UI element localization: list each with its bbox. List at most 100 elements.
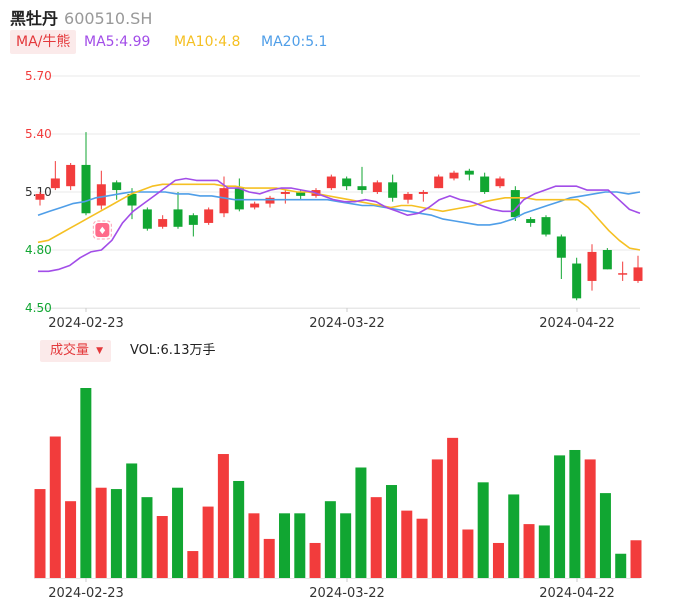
stock-code: 600510.SH — [64, 9, 153, 28]
dropdown-arrow-icon: ▼ — [96, 346, 104, 356]
candle-body — [50, 178, 60, 189]
candle — [618, 261, 628, 281]
candle-body — [326, 176, 336, 189]
candle — [418, 190, 428, 202]
marker-glyph: ♦ — [98, 226, 107, 237]
candle — [158, 215, 168, 229]
candle-body — [418, 192, 428, 194]
volume-bar — [233, 480, 245, 578]
candle-body — [219, 188, 229, 214]
volume-bar — [309, 542, 321, 578]
volume-bar — [202, 506, 214, 578]
volume-bar — [401, 510, 413, 578]
candle-body — [357, 186, 367, 191]
volume-bar — [431, 459, 443, 578]
candle-body — [265, 197, 275, 204]
candle — [250, 201, 260, 210]
volume-bar — [416, 518, 428, 578]
candle — [142, 207, 152, 231]
candle-body — [541, 217, 551, 235]
candle-body — [142, 209, 152, 229]
volume-bar — [615, 553, 627, 578]
y-tick-label: 5.40 — [25, 127, 52, 141]
volume-bar — [492, 542, 504, 578]
volume-bars — [34, 388, 642, 578]
candle — [372, 180, 382, 194]
candle-body — [388, 182, 398, 198]
candle-body — [188, 215, 198, 225]
volume-bar — [477, 482, 489, 578]
candle-body — [35, 193, 45, 200]
candle-body — [633, 267, 643, 281]
candle — [572, 257, 582, 301]
candlestick-series — [35, 132, 643, 301]
candle — [219, 176, 229, 218]
volume-bar — [523, 524, 535, 578]
volume-date-axis: 2024-02-23 2024-03-22 2024-04-22 — [34, 578, 640, 601]
candle-body — [572, 263, 582, 299]
volume-bar — [340, 513, 352, 578]
candle — [587, 244, 597, 291]
volume-bar — [508, 494, 520, 578]
candle-body — [250, 203, 260, 208]
y-tick-label: 4.50 — [25, 301, 52, 315]
bull-market-marker[interactable]: ♦ — [92, 220, 112, 240]
volume-bar — [294, 513, 306, 578]
volume-bar — [462, 529, 474, 578]
candle — [388, 174, 398, 202]
candle-body — [587, 251, 597, 281]
candle — [541, 215, 551, 237]
x-tick-label: 2024-02-23 — [48, 586, 124, 601]
candle — [510, 186, 520, 221]
volume-value: VOL:6.13万手 — [130, 343, 216, 358]
candle-body — [495, 178, 505, 187]
volume-bar — [141, 497, 153, 578]
ma5-label: MA5:4.99 — [84, 34, 151, 50]
x-tick-label: 2024-03-22 — [309, 586, 385, 601]
candle-body — [158, 219, 168, 227]
volume-bar — [370, 497, 382, 578]
candle-body — [204, 209, 214, 223]
candle — [556, 234, 566, 279]
volume-bar — [217, 454, 229, 578]
candle — [464, 168, 474, 181]
ma10-label: MA10:4.8 — [174, 34, 241, 50]
candle — [602, 248, 612, 270]
candle-body — [464, 170, 474, 175]
candle-body — [66, 164, 76, 187]
candle-body — [81, 164, 91, 214]
candle-body — [526, 219, 536, 223]
candle-body — [234, 188, 244, 210]
x-tick-label: 2024-04-22 — [539, 586, 615, 601]
candle-body — [173, 209, 183, 227]
candle-body — [96, 184, 106, 206]
volume-bar — [538, 525, 550, 578]
moving-average-lines — [37, 177, 641, 273]
candle-body — [127, 193, 137, 206]
volume-bar — [569, 449, 581, 578]
volume-bar — [248, 513, 260, 578]
candle-body — [434, 176, 444, 189]
volume-indicator-button[interactable]: 成交量 ▼ — [40, 340, 112, 362]
x-tick-label: 2024-03-22 — [309, 316, 385, 331]
volume-indicator-label: 成交量 — [50, 343, 90, 358]
candle — [66, 163, 76, 191]
ma-indicator-button[interactable]: MA/牛熊 — [10, 30, 77, 54]
candle-body — [449, 172, 459, 179]
candle — [403, 192, 413, 204]
candle-body — [556, 236, 566, 258]
volume-bar — [263, 538, 275, 578]
candle — [633, 255, 643, 283]
volume-bar — [65, 501, 77, 578]
candle — [204, 207, 214, 225]
candle-body — [480, 176, 490, 192]
price-axis: 5.70 5.40 5.10 4.80 4.50 — [25, 69, 52, 315]
candle — [434, 174, 444, 189]
candle-body — [510, 190, 520, 218]
volume-bar — [447, 437, 459, 578]
volume-bar — [599, 493, 611, 578]
volume-bar — [324, 501, 336, 578]
candle-body — [280, 192, 290, 194]
volume-bar — [34, 489, 46, 578]
